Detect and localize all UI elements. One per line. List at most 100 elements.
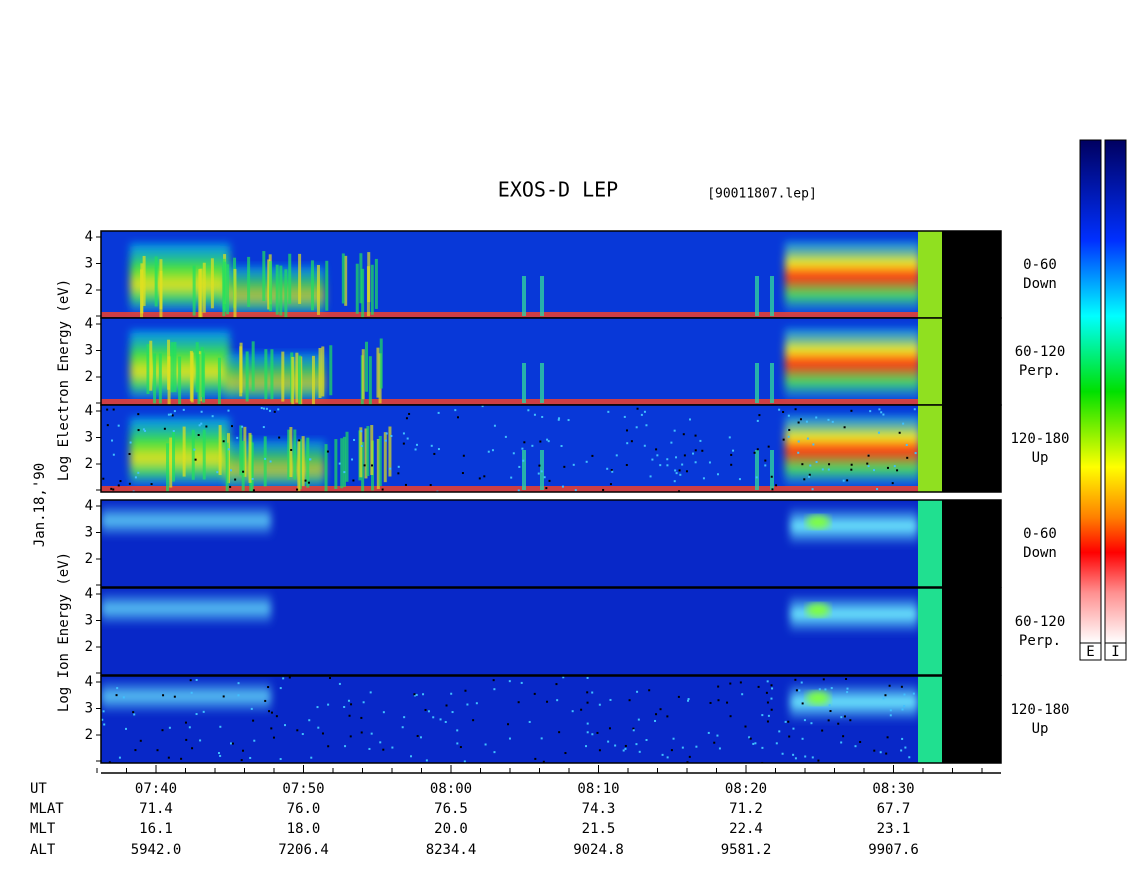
noise xyxy=(827,468,830,471)
orbit-value: 76.0 xyxy=(287,801,321,817)
noise xyxy=(672,737,675,740)
noise xyxy=(459,746,462,749)
no-data xyxy=(942,231,1001,318)
spike xyxy=(158,353,162,404)
noise xyxy=(718,747,721,750)
noise xyxy=(163,427,166,430)
noise xyxy=(687,698,690,701)
noise xyxy=(219,725,222,728)
end-strip xyxy=(918,676,942,763)
noise xyxy=(828,463,831,466)
noise xyxy=(173,695,176,698)
noise xyxy=(222,440,225,443)
spike xyxy=(270,349,274,400)
noise xyxy=(609,483,612,486)
end-strip xyxy=(918,231,942,318)
spike xyxy=(291,356,295,405)
noise xyxy=(682,433,685,436)
noise xyxy=(801,463,804,466)
noise xyxy=(889,709,892,712)
noise xyxy=(197,434,200,437)
orbit-value: 71.4 xyxy=(139,801,173,817)
noise xyxy=(115,694,118,697)
noise xyxy=(636,690,639,693)
noise xyxy=(564,752,567,755)
noise xyxy=(481,405,484,408)
noise xyxy=(451,711,454,714)
noise xyxy=(301,733,304,736)
noise xyxy=(437,411,440,414)
noise xyxy=(888,684,891,687)
noise xyxy=(788,428,791,431)
date-label: Jan.18,'90 xyxy=(32,463,48,547)
noise xyxy=(397,465,400,468)
noise xyxy=(433,452,436,455)
noise xyxy=(230,469,233,472)
noise xyxy=(518,465,521,468)
spike xyxy=(306,437,310,488)
spike xyxy=(140,263,144,314)
noise xyxy=(382,748,385,751)
noise xyxy=(567,419,570,422)
spike xyxy=(388,426,392,477)
noise xyxy=(252,719,255,722)
spike xyxy=(267,259,271,310)
noise xyxy=(548,479,551,482)
noise xyxy=(829,710,832,713)
colorbar-i xyxy=(1104,139,1127,644)
noise xyxy=(202,710,205,713)
noise xyxy=(538,464,541,467)
y-tick-label: 3 xyxy=(85,701,93,717)
noise xyxy=(808,475,811,478)
noise xyxy=(110,487,113,490)
noise xyxy=(766,701,769,704)
noise xyxy=(586,691,589,694)
spike xyxy=(247,256,251,307)
noise xyxy=(901,708,904,711)
noise xyxy=(598,703,601,706)
noise xyxy=(237,682,240,685)
noise xyxy=(102,710,105,713)
noise xyxy=(902,422,905,425)
noise xyxy=(321,732,324,735)
spike xyxy=(142,255,146,306)
noise xyxy=(106,424,109,427)
noise xyxy=(608,727,611,730)
noise xyxy=(327,745,330,748)
noise xyxy=(649,475,652,478)
noise xyxy=(362,701,365,704)
noise xyxy=(635,743,638,746)
noise xyxy=(167,413,170,416)
noise xyxy=(586,701,589,704)
noise xyxy=(555,683,558,686)
y-tick-label: 4 xyxy=(85,586,93,602)
noise xyxy=(237,694,240,697)
electron-axis-label: Log Electron Energy (eV) xyxy=(56,279,72,481)
noise xyxy=(655,448,658,451)
noise xyxy=(211,415,214,418)
noise xyxy=(778,408,781,411)
noise xyxy=(626,429,629,432)
panel-label: Up xyxy=(1032,450,1049,466)
noise xyxy=(405,417,408,420)
spike xyxy=(342,436,346,487)
noise xyxy=(643,410,646,413)
noise xyxy=(272,736,275,739)
noise xyxy=(878,431,881,434)
orbit-value: 9581.2 xyxy=(721,842,772,858)
spike xyxy=(173,342,177,393)
noise xyxy=(884,694,887,697)
noise xyxy=(252,489,255,492)
time-label: 08:10 xyxy=(577,781,619,797)
noise xyxy=(445,704,448,707)
noise xyxy=(787,414,790,417)
noise xyxy=(770,708,773,711)
spike xyxy=(197,354,201,405)
spike xyxy=(264,349,268,400)
noise xyxy=(415,693,418,696)
spike xyxy=(202,262,206,313)
spike xyxy=(199,268,203,318)
noise xyxy=(171,414,174,417)
noise xyxy=(767,445,770,448)
noise xyxy=(666,715,669,718)
